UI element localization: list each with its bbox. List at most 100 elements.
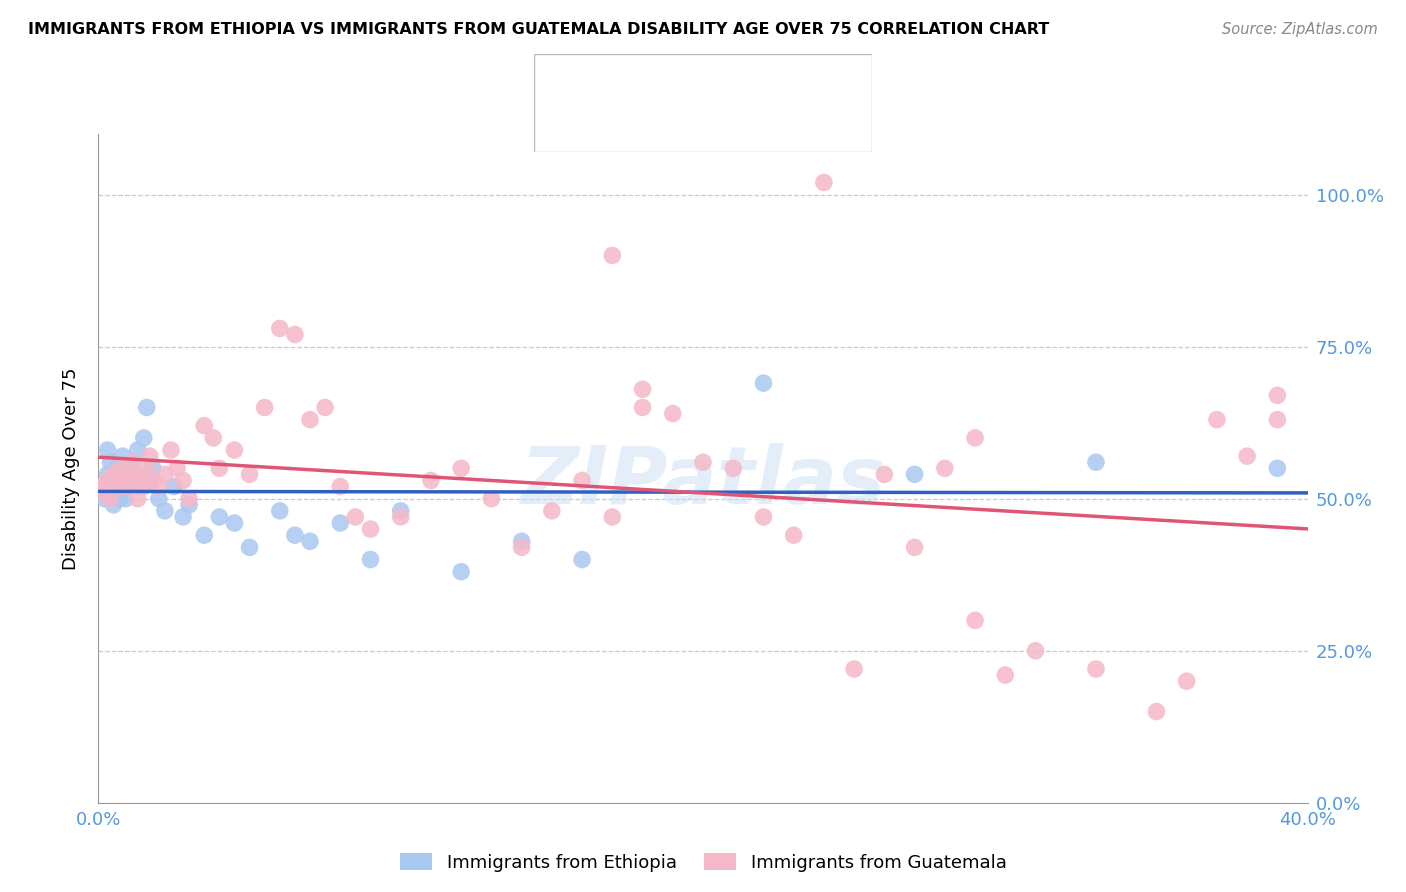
Point: [103, 474, 125, 488]
Point: [631, 382, 654, 396]
Point: [844, 662, 866, 676]
Point: [813, 176, 835, 190]
Point: [224, 516, 246, 530]
Point: [692, 455, 714, 469]
Point: [965, 431, 987, 445]
Point: [389, 510, 412, 524]
Text: ZIPatlas: ZIPatlas: [520, 442, 886, 521]
Point: [100, 491, 122, 506]
Point: [602, 248, 624, 262]
Point: [1085, 662, 1108, 676]
Point: [127, 491, 149, 506]
Point: [752, 510, 775, 524]
Point: [420, 474, 443, 488]
Point: [132, 479, 155, 493]
Point: [631, 401, 654, 415]
Point: [135, 401, 157, 415]
Point: [1085, 455, 1108, 469]
Point: [1267, 461, 1289, 475]
Point: [148, 479, 170, 493]
Point: [481, 491, 503, 506]
Point: [166, 461, 188, 475]
Point: [105, 461, 128, 475]
Point: [752, 376, 775, 391]
Point: [208, 510, 231, 524]
Point: [299, 412, 322, 426]
Point: [389, 504, 412, 518]
Point: [239, 467, 262, 482]
Point: [269, 504, 291, 518]
Point: [124, 474, 146, 488]
Point: [239, 541, 262, 555]
Point: [103, 498, 125, 512]
Point: [329, 479, 352, 493]
Point: [135, 461, 157, 475]
Text: R =: R =: [602, 115, 641, 133]
Point: [1206, 412, 1229, 426]
Point: [139, 449, 162, 463]
Point: [179, 491, 201, 506]
Point: [965, 613, 987, 627]
Point: [121, 455, 143, 469]
Text: Source: ZipAtlas.com: Source: ZipAtlas.com: [1222, 22, 1378, 37]
Point: [100, 485, 122, 500]
Point: [93, 485, 115, 500]
Point: [450, 461, 472, 475]
Point: [193, 528, 215, 542]
Point: [1267, 388, 1289, 402]
Point: [1144, 705, 1167, 719]
Point: [118, 474, 141, 488]
Text: IMMIGRANTS FROM ETHIOPIA VS IMMIGRANTS FROM GUATEMALA DISABILITY AGE OVER 75 COR: IMMIGRANTS FROM ETHIOPIA VS IMMIGRANTS F…: [28, 22, 1049, 37]
Point: [93, 491, 115, 506]
Point: [1024, 644, 1046, 658]
Point: [602, 510, 624, 524]
Point: [1236, 449, 1258, 463]
Point: [114, 479, 136, 493]
Point: [129, 467, 152, 482]
Point: [193, 418, 215, 433]
Point: [904, 467, 927, 482]
Point: [873, 467, 896, 482]
Point: [450, 565, 472, 579]
Point: [224, 443, 246, 458]
Point: [114, 491, 136, 506]
Point: [96, 467, 118, 482]
Point: [571, 474, 593, 488]
Point: [360, 552, 382, 566]
Point: [1267, 412, 1289, 426]
Text: 0.158: 0.158: [655, 71, 713, 89]
Point: [108, 491, 131, 506]
Point: [202, 431, 225, 445]
Point: [103, 467, 125, 482]
Point: [284, 327, 307, 342]
Point: [142, 474, 165, 488]
Point: [994, 668, 1017, 682]
FancyBboxPatch shape: [534, 54, 872, 152]
Point: [108, 461, 131, 475]
Point: [118, 461, 141, 475]
Text: 69: 69: [790, 115, 815, 133]
Legend: Immigrants from Ethiopia, Immigrants from Guatemala: Immigrants from Ethiopia, Immigrants fro…: [391, 844, 1015, 880]
Point: [96, 443, 118, 458]
Point: [160, 443, 183, 458]
Point: [118, 467, 141, 482]
Point: [96, 474, 118, 488]
Point: [139, 474, 162, 488]
Text: N =: N =: [737, 115, 776, 133]
Point: [723, 461, 745, 475]
Point: [111, 474, 134, 488]
Text: 48: 48: [790, 71, 815, 89]
Point: [132, 431, 155, 445]
Point: [783, 528, 806, 542]
Text: R =: R =: [602, 71, 641, 89]
Point: [344, 510, 367, 524]
Point: [253, 401, 276, 415]
Point: [172, 510, 194, 524]
Point: [662, 407, 685, 421]
FancyBboxPatch shape: [544, 64, 588, 95]
Point: [148, 491, 170, 506]
Point: [142, 461, 165, 475]
Point: [510, 541, 533, 555]
Point: [153, 467, 176, 482]
Point: [571, 552, 593, 566]
